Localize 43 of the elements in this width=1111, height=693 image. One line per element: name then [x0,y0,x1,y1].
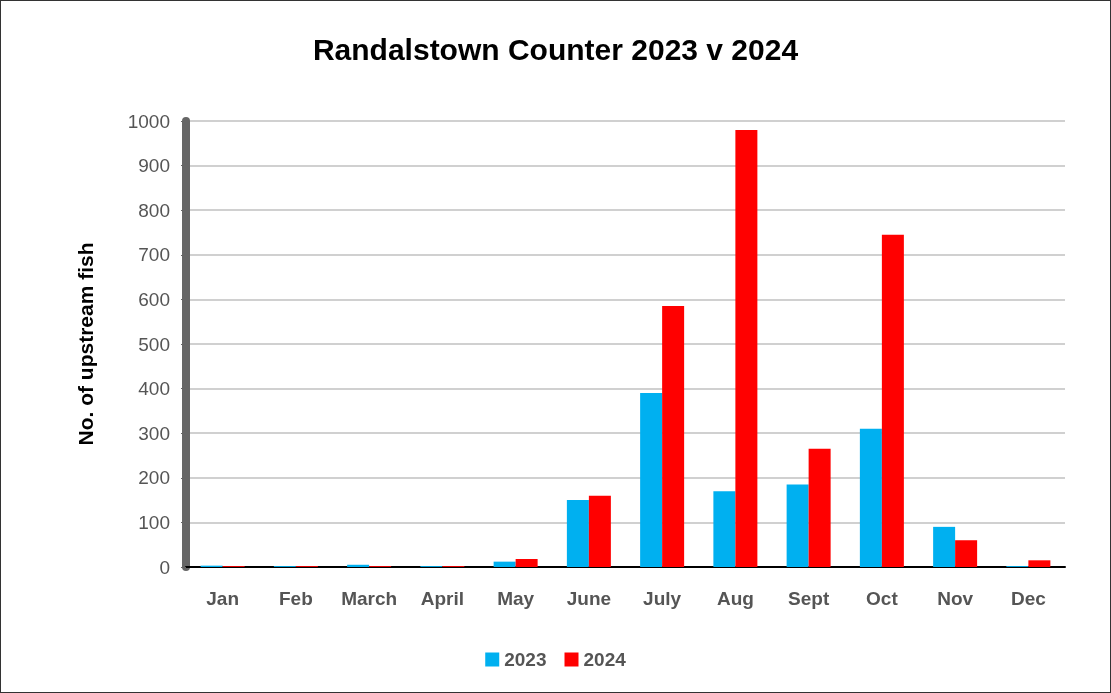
x-tick-label: Oct [866,588,899,609]
y-tick-label: 1000 [127,110,170,132]
bar [881,234,904,567]
bar [955,540,978,567]
x-tick-label: March [341,588,398,609]
bar [640,393,663,567]
bar [515,558,538,567]
legend-label: 2024 [583,649,627,670]
x-tick-label: Feb [278,588,313,609]
x-tick-label: July [643,588,682,609]
bar [735,129,758,567]
x-tick-label: Nov [937,588,974,609]
x-tick-label: June [566,588,612,609]
y-tick-label: 200 [138,467,170,489]
x-tick-label: Sept [788,588,830,609]
bar [662,306,685,567]
x-tick-label: Jan [206,588,239,609]
y-tick-label: 400 [138,378,170,400]
y-tick-label: 0 [159,556,170,578]
x-tick-label: Aug [716,588,754,609]
y-tick-label: 800 [138,199,170,221]
bar [1028,560,1051,567]
bar [347,564,370,567]
bar [493,561,516,567]
y-tick-label: 500 [138,333,170,355]
x-tick-label: Dec [1010,588,1047,609]
y-tick-label: 300 [138,422,170,444]
bar [588,495,611,567]
bar [566,500,589,567]
bar [859,428,882,567]
y-tick-label: 700 [138,244,170,266]
x-tick-label: April [420,588,465,609]
y-axis-title: No. of upstream fish [74,242,97,446]
x-tick-label: May [497,588,535,609]
bar [933,526,956,567]
y-tick-label: 900 [138,155,170,177]
chart-title: Randalstown Counter 2023 v 2024 [312,32,799,66]
bar [713,491,736,567]
y-tick-label: 100 [138,511,170,533]
bar [786,484,809,567]
y-tick-label: 600 [138,288,170,310]
legend-label: 2023 [504,649,547,670]
bar [808,448,831,567]
